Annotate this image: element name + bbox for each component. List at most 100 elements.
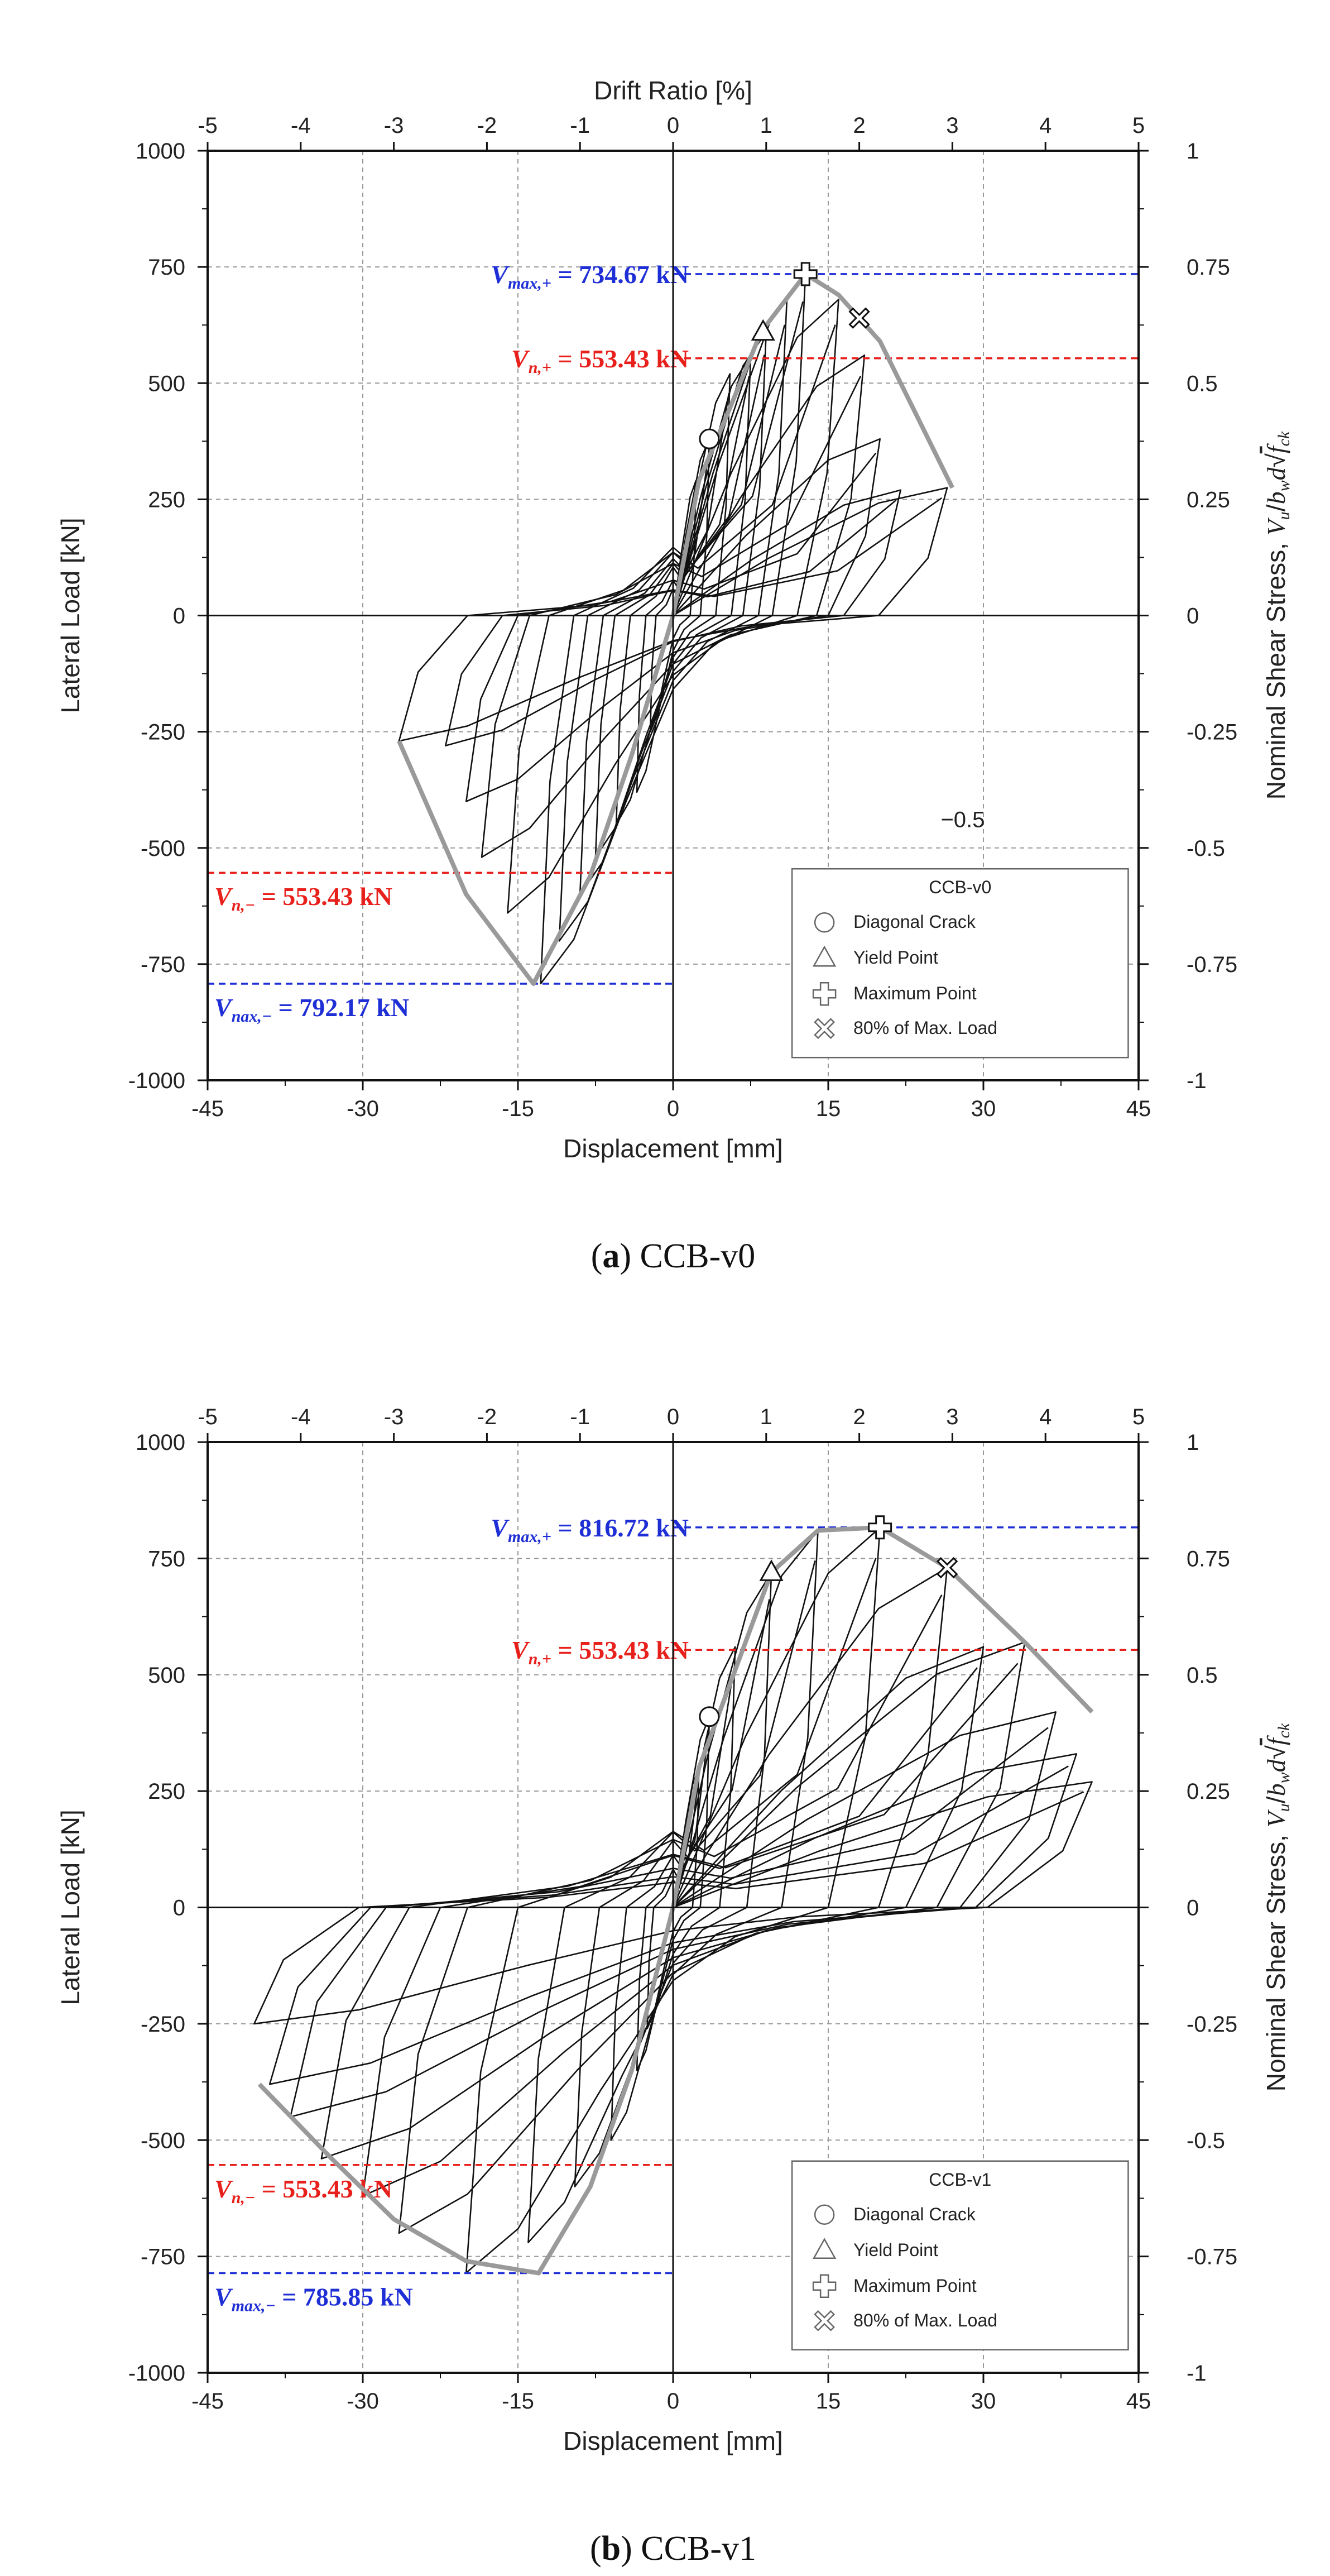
x-tick-label: -45 — [191, 2389, 224, 2414]
legend-symbol-triangle — [812, 945, 837, 967]
event-markers — [699, 262, 870, 449]
top-tick-label: 5 — [1132, 113, 1145, 138]
caption-text: CCB-v1 — [632, 2530, 756, 2568]
y2-tick-label: 1 — [1187, 1430, 1199, 1455]
caption-letter: a — [602, 1237, 620, 1275]
x-tick-label: 45 — [1126, 2389, 1151, 2414]
top-tick-label: -4 — [291, 113, 311, 138]
top-tick-label: 0 — [667, 113, 679, 138]
y2-tick-label: -1 — [1187, 1069, 1207, 1093]
y2-tick-label: -0.25 — [1187, 720, 1237, 745]
legend-symbol-circle — [814, 912, 835, 933]
y2-tick-label: -0.5 — [1187, 2128, 1225, 2153]
y2-tick-label: 1 — [1187, 139, 1199, 164]
reference-line-label: Vmax,− = 785.85 kN — [214, 2283, 413, 2315]
top-tick-label: 5 — [1132, 1405, 1145, 1429]
y-tick-label: 0 — [173, 604, 185, 629]
legend-item-label: Maximum Point — [853, 983, 977, 1003]
hysteresis-cycle — [398, 1567, 948, 2234]
y-tick-label: 0 — [173, 1896, 185, 1921]
y-tick-label: 1000 — [136, 139, 185, 164]
marker-yield-point — [751, 319, 775, 341]
y-tick-label: -750 — [141, 2245, 185, 2269]
x-tick-label: -15 — [502, 2389, 534, 2414]
y-tick-label: 500 — [148, 1663, 185, 1688]
legend-title: CCB-v0 — [929, 877, 991, 897]
y2-axis-title: Nominal Shear Stress, Vu/bwd√fck — [1261, 431, 1293, 799]
hysteresis-cycle — [481, 355, 866, 858]
hysteresis-cycle — [465, 1527, 881, 2274]
top-tick-label: 3 — [946, 1405, 958, 1429]
legend-box — [791, 2160, 1129, 2351]
y-tick-label: 250 — [148, 1779, 185, 1804]
legend: CCB-v0 Diagonal Crack Yield Point Maximum P… — [791, 868, 1129, 1059]
top-tick-label: 0 — [667, 1405, 679, 1429]
y2-tick-label: 0.25 — [1187, 487, 1230, 512]
x-tick-label: -30 — [347, 1097, 379, 1121]
y-tick-label: 500 — [148, 371, 185, 396]
top-tick-label: 2 — [853, 113, 865, 138]
y2-tick-label: -0.75 — [1187, 952, 1237, 977]
top-tick-label: -5 — [198, 113, 218, 138]
x-tick-label: 30 — [971, 1097, 996, 1121]
reference-line-label: Vnax,− = 792.17 kN — [214, 993, 409, 1026]
stray-label: −0.5 — [940, 807, 985, 832]
top-tick-label: -1 — [570, 1405, 590, 1429]
y-tick-label: -750 — [141, 952, 185, 977]
top-tick-label: 4 — [1039, 113, 1051, 138]
y2-tick-label: -0.25 — [1187, 2012, 1237, 2037]
y2-tick-label: 0.25 — [1187, 1779, 1230, 1804]
reference-line-label: Vn,+ = 553.43 kN — [511, 344, 689, 377]
hysteresis-cycle — [253, 1781, 1093, 2025]
legend: CCB-v1 Diagonal Crack Yield Point Maximum P… — [791, 2160, 1129, 2351]
y-tick-label: 750 — [148, 255, 185, 280]
top-tick-label: 1 — [760, 1405, 772, 1429]
top-tick-label: -5 — [198, 1405, 218, 1429]
top-tick-label: -1 — [570, 113, 590, 138]
reference-line-label: Vn,+ = 553.43 kN — [511, 1636, 689, 1668]
x-axis-title: Displacement [mm] — [563, 2426, 783, 2455]
legend-item-label: Diagonal Crack — [853, 2204, 976, 2224]
legend-item-label: Yield Point — [853, 947, 938, 968]
y2-tick-label: -0.75 — [1187, 2245, 1237, 2269]
hysteresis-loops — [253, 1527, 1093, 2274]
y-tick-label: 1000 — [136, 1430, 185, 1455]
hysteresis-cycle — [615, 373, 731, 826]
y-tick-label: -500 — [141, 2128, 185, 2153]
reference-line-label: Vn,− = 553.43 kN — [214, 882, 392, 914]
panel-caption: (a) CCB-v0 — [591, 1237, 756, 1275]
legend-item-label: Maximum Point — [853, 2276, 977, 2296]
top-tick-label: 2 — [853, 1405, 865, 1429]
marker-yield-point — [759, 1559, 784, 1581]
y-axis-title: Lateral Load [kN] — [56, 518, 85, 713]
x-tick-label: -30 — [347, 2389, 379, 2414]
x-tick-label: 15 — [816, 1097, 841, 1121]
legend-item-label: Diagonal Crack — [853, 912, 976, 932]
marker-diagonal-crack — [699, 428, 720, 449]
marker-diagonal-crack — [699, 1706, 720, 1727]
y2-tick-label: 0 — [1187, 604, 1199, 629]
hysteresis-cycle — [290, 1711, 1057, 2118]
legend-symbol-cross — [814, 2310, 835, 2331]
panel-caption: (b) CCB-v1 — [590, 2530, 756, 2568]
y-tick-label: 250 — [148, 487, 185, 512]
y2-tick-label: 0.5 — [1187, 371, 1218, 396]
legend-box — [791, 868, 1129, 1059]
y2-tick-label: -1 — [1187, 2361, 1207, 2386]
y2-tick-label: 0.5 — [1187, 1663, 1218, 1688]
x-tick-label: 0 — [667, 2389, 679, 2414]
envelope-curve — [397, 271, 954, 986]
top-tick-label: -2 — [477, 113, 497, 138]
reference-line-label: Vmax,+ = 734.67 kN — [491, 260, 689, 293]
legend-symbol-plus — [812, 981, 837, 1006]
marker-eighty-percent — [936, 1557, 958, 1579]
top-tick-label: 3 — [946, 113, 958, 138]
hysteresis-cycle — [268, 1753, 1078, 2085]
y-tick-label: -1000 — [128, 2361, 185, 2386]
y-tick-label: -1000 — [128, 1069, 185, 1093]
x-tick-label: -45 — [191, 1097, 224, 1121]
